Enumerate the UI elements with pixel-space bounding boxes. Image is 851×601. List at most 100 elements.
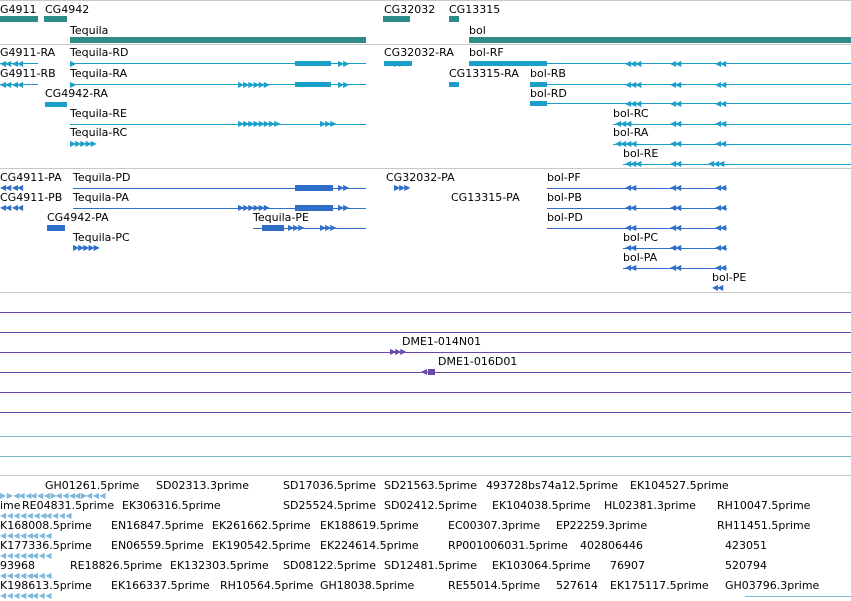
gene-label[interactable]: G4911	[0, 3, 37, 16]
protein-exon[interactable]	[262, 225, 284, 231]
est-label[interactable]: K168008.5prime	[0, 519, 92, 532]
est-label[interactable]: GH01261.5prime	[45, 479, 140, 492]
transcript-label[interactable]: Tequila-RE	[70, 107, 127, 120]
gene-feature[interactable]	[383, 16, 410, 22]
transcript-label[interactable]: bol-RE	[623, 147, 659, 160]
protein-exon[interactable]	[295, 205, 333, 211]
est-label[interactable]: RE18826.5prime	[70, 559, 163, 572]
est-label[interactable]: SD02313.3prime	[156, 479, 249, 492]
protein-label[interactable]: CG4911-PA	[0, 171, 62, 184]
transcript-label[interactable]: bol-RC	[613, 107, 649, 120]
protein-label[interactable]: bol-PA	[623, 251, 658, 264]
est-label[interactable]: K177336.5prime	[0, 539, 92, 552]
est-label[interactable]: EK190542.5prime	[212, 539, 311, 552]
est-label[interactable]: RE04831.5prime	[22, 499, 115, 512]
gene-feature[interactable]	[44, 16, 67, 22]
transcript-label[interactable]: Tequila-RC	[70, 126, 128, 139]
est-label[interactable]: RP001006031.5prime	[448, 539, 568, 552]
protein-label[interactable]: Tequila-PD	[73, 171, 131, 184]
clone-feature[interactable]	[428, 369, 435, 375]
protein-label[interactable]: bol-PE	[712, 271, 747, 284]
gene-label[interactable]: CG4942	[45, 3, 90, 16]
est-label[interactable]: EP22259.3prime	[556, 519, 648, 532]
protein-label[interactable]: Tequila-PE	[253, 211, 309, 224]
transcript-label[interactable]: Tequila-RA	[70, 67, 128, 80]
est-label[interactable]: EN16847.5prime	[111, 519, 204, 532]
gene-label[interactable]: CG32032	[384, 3, 436, 16]
protein-exon[interactable]	[47, 225, 65, 231]
gene-feature[interactable]	[0, 16, 38, 22]
est-label[interactable]: SD25524.5prime	[283, 499, 376, 512]
clone-label[interactable]: DME1-014N01	[402, 335, 482, 348]
est-label[interactable]: HL02381.3prime	[604, 499, 696, 512]
est-label[interactable]: EK103064.5prime	[492, 559, 591, 572]
est-label[interactable]: 423051	[725, 539, 767, 552]
protein-label[interactable]: bol-PB	[547, 191, 582, 204]
transcript-label[interactable]: bol-RB	[530, 67, 566, 80]
est-label[interactable]: 93968	[0, 559, 35, 572]
protein-label[interactable]: bol-PF	[547, 171, 581, 184]
est-label[interactable]: GH03796.3prime	[725, 579, 820, 592]
protein-label[interactable]: CG32032-PA	[386, 171, 455, 184]
transcript-exon[interactable]	[45, 102, 67, 107]
est-label[interactable]: EK166337.5prime	[111, 579, 210, 592]
protein-exon[interactable]	[295, 185, 333, 191]
est-label[interactable]: SD02412.5prime	[384, 499, 477, 512]
est-label[interactable]: EK132303.5prime	[170, 559, 269, 572]
gene-feature[interactable]	[449, 16, 459, 22]
est-label[interactable]: EK261662.5prime	[212, 519, 311, 532]
transcript-label[interactable]: bol-RF	[469, 46, 504, 59]
transcript-exon[interactable]	[384, 61, 412, 66]
est-label[interactable]: EC00307.3prime	[448, 519, 541, 532]
protein-label[interactable]: CG13315-PA	[451, 191, 520, 204]
est-label[interactable]: RH11451.5prime	[717, 519, 811, 532]
transcript-exon[interactable]	[469, 61, 547, 66]
protein-label[interactable]: Tequila-PA	[73, 191, 129, 204]
transcript-label[interactable]: G4911-RB	[0, 67, 56, 80]
est-label[interactable]: K198613.5prime	[0, 579, 92, 592]
est-label[interactable]: SD08122.5prime	[283, 559, 376, 572]
est-label[interactable]: EK306316.5prime	[122, 499, 221, 512]
est-label[interactable]: 493728bs74a12.5prime	[486, 479, 618, 492]
est-label[interactable]: RH10564.5prime	[220, 579, 314, 592]
transcript-exon[interactable]	[295, 82, 331, 87]
transcript-exon[interactable]	[530, 82, 547, 87]
transcript-label[interactable]: CG32032-RA	[384, 46, 454, 59]
protein-label[interactable]: bol-PD	[547, 211, 583, 224]
est-label[interactable]: EK104527.5prime	[630, 479, 729, 492]
transcript-label[interactable]: CG4942-RA	[45, 87, 108, 100]
protein-label[interactable]: CG4942-PA	[47, 211, 109, 224]
est-label[interactable]: SD17036.5prime	[283, 479, 376, 492]
est-label[interactable]: GH18038.5prime	[320, 579, 415, 592]
protein-label[interactable]: Tequila-PC	[73, 231, 130, 244]
gene-feature[interactable]	[70, 37, 366, 43]
est-label[interactable]: ime	[0, 499, 21, 512]
transcript-label[interactable]: bol-RD	[530, 87, 567, 100]
est-label[interactable]: RE55014.5prime	[448, 579, 541, 592]
est-label[interactable]: 527614	[556, 579, 598, 592]
gene-label[interactable]: Tequila	[70, 24, 109, 37]
transcript-exon[interactable]	[449, 82, 459, 87]
protein-label[interactable]: bol-PC	[623, 231, 659, 244]
clone-label[interactable]: DME1-016D01	[438, 355, 518, 368]
est-label[interactable]: SD12481.5prime	[384, 559, 477, 572]
est-label[interactable]: RH10047.5prime	[717, 499, 811, 512]
transcript-exon[interactable]	[530, 101, 547, 106]
est-label[interactable]: EK188619.5prime	[320, 519, 419, 532]
transcript-label[interactable]: CG13315-RA	[449, 67, 519, 80]
est-label[interactable]: EK104038.5prime	[492, 499, 591, 512]
est-label[interactable]: 402806446	[580, 539, 643, 552]
est-label[interactable]: EK224614.5prime	[320, 539, 419, 552]
transcript-label[interactable]: Tequila-RD	[70, 46, 129, 59]
gene-label[interactable]: bol	[469, 24, 486, 37]
est-label[interactable]: 520794	[725, 559, 767, 572]
transcript-label[interactable]: G4911-RA	[0, 46, 56, 59]
est-label[interactable]: 76907	[610, 559, 645, 572]
protein-label[interactable]: CG4911-PB	[0, 191, 63, 204]
transcript-label[interactable]: bol-RA	[613, 126, 649, 139]
est-label[interactable]: EK175117.5prime	[610, 579, 709, 592]
est-label[interactable]: EN06559.5prime	[111, 539, 204, 552]
transcript-exon[interactable]	[295, 61, 331, 66]
gene-feature[interactable]	[469, 37, 851, 43]
est-label[interactable]: SD21563.5prime	[384, 479, 477, 492]
